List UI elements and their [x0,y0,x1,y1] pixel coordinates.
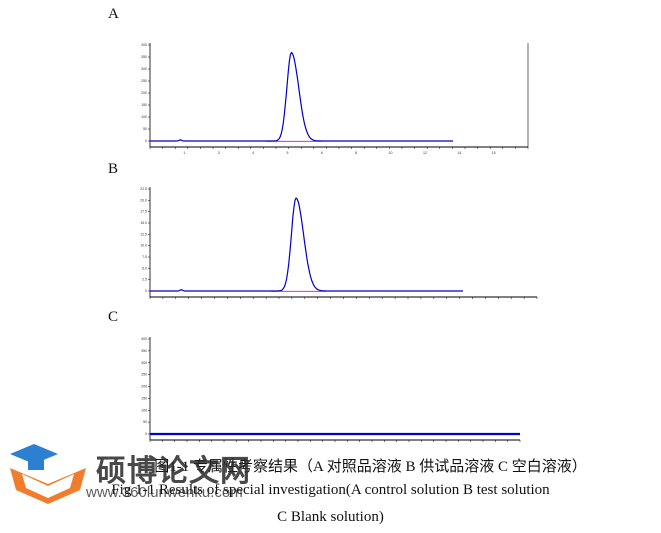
panel-label-c: C [108,309,119,325]
y-tick-label: 300 [141,67,147,71]
x-tick-label: 14 [457,151,461,155]
panel-label-b: B [108,161,119,177]
panel-label-a: A [108,6,119,22]
x-tick-label: 8 [355,151,357,155]
y-tick-label: 100 [141,408,147,412]
y-tick-label: 100 [141,115,147,119]
y-tick-label: 400 [141,337,147,341]
caption-english-line2: C Blank solution) [277,509,384,525]
watermark-url: www.360lunwenku.com [86,484,243,501]
y-tick-label: 0 [145,432,147,436]
y-tick-label: 50 [143,420,147,424]
y-tick-label: 15.0 [140,221,147,225]
x-tick-label: 5 [286,151,288,155]
x-tick-label: 3 [218,151,220,155]
watermark: 硕博论文网 www.360lunwenku.com [8,440,298,510]
y-tick-label: 150 [141,396,147,400]
x-tick-label: 6 [321,151,323,155]
chromatogram-trace-B [150,197,463,292]
y-tick-label: 150 [141,103,147,107]
y-tick-label: 12.5 [140,232,147,236]
y-tick-label: 200 [141,385,147,389]
y-tick-label: 17.5 [140,210,147,214]
caption-english-line1: Fig 1-1 Results of special investigation… [111,482,550,498]
x-tick-label: 12 [423,151,427,155]
x-tick-label: 4 [252,151,254,155]
y-tick-label: 0 [145,139,147,143]
y-tick-label: 20.0 [140,198,147,202]
y-tick-label: 250 [141,79,147,83]
y-tick-label: 7.5 [142,255,147,259]
y-tick-label: 0 [145,289,147,293]
chromatogram-trace-A [150,51,453,142]
y-tick-label: 350 [141,55,147,59]
y-tick-label: 2.5 [142,278,147,282]
graduation-cap-logo-icon [10,444,86,504]
x-tick-label: 15 [492,151,496,155]
y-tick-label: 200 [141,91,147,95]
y-tick-label: 300 [141,361,147,365]
y-tick-label: 22.5 [140,187,147,191]
x-tick-label: 1 [183,151,185,155]
watermark-text: 硕博论文网 [96,454,251,489]
y-tick-label: 5.0 [142,266,147,270]
y-tick-label: 10.0 [140,244,147,248]
y-tick-label: 400 [141,43,147,47]
caption-chinese: 图1-1 专属性考察结果（A 对照品溶液 B 供试品溶液 C 空白溶液） [154,459,587,475]
y-tick-label: 250 [141,373,147,377]
y-tick-label: 50 [143,127,147,131]
y-tick-label: 350 [141,349,147,353]
x-tick-label: 10 [389,151,393,155]
